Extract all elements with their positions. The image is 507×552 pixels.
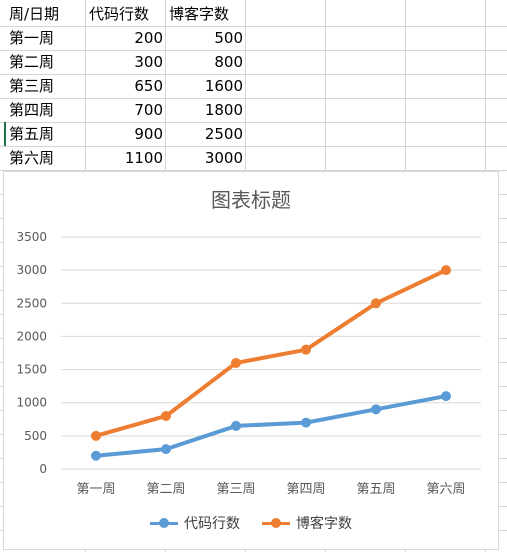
y-tick-label: 3500 (16, 230, 47, 244)
table-cell-blog-words[interactable]: 2500 (204, 125, 243, 143)
row-border (0, 122, 507, 123)
legend-swatch-code-lines (150, 517, 178, 529)
y-tick-label: 3000 (16, 263, 47, 277)
y-tick-label: 500 (24, 429, 47, 443)
row-border (0, 98, 507, 99)
x-tick-label: 第三周 (216, 482, 255, 497)
row-border (0, 74, 507, 75)
y-tick-label: 1000 (16, 396, 47, 410)
data-point (371, 298, 381, 309)
legend-item-code-lines[interactable]: 代码行数 (150, 513, 240, 533)
header-cell-code-lines[interactable]: 代码行数 (89, 5, 150, 23)
table-cell-week[interactable]: 第一周 (9, 29, 55, 47)
table-cell-code-lines[interactable]: 900 (134, 125, 163, 143)
table-cell-code-lines[interactable]: 1100 (124, 149, 163, 167)
table-cell-week[interactable]: 第三周 (9, 77, 55, 95)
series-line-1 (94, 268, 448, 438)
y-tick-label: 2500 (16, 296, 47, 310)
x-tick-label: 第六周 (426, 482, 465, 497)
y-tick-label: 1500 (16, 363, 47, 377)
data-point (91, 430, 101, 441)
chart-legend[interactable]: 代码行数 博客字数 (4, 513, 498, 533)
legend-item-blog-words[interactable]: 博客字数 (262, 513, 352, 533)
row-border (0, 170, 507, 171)
header-cell-blog-words[interactable]: 博客字数 (169, 5, 230, 23)
line-chart[interactable]: 0 500 1000 1500 2000 2500 3000 3500 第一周 第二周 第三周 第四周… (3, 171, 499, 550)
data-point (441, 265, 451, 276)
table-cell-week[interactable]: 第二周 (9, 53, 55, 71)
data-point (231, 420, 241, 431)
series-line-0 (94, 394, 448, 458)
table-cell-code-lines[interactable]: 700 (134, 101, 163, 119)
data-point (91, 450, 101, 461)
data-point (161, 410, 171, 421)
y-tick-label: 2000 (16, 329, 47, 343)
data-point (231, 357, 241, 368)
table-cell-code-lines[interactable]: 650 (134, 77, 163, 95)
y-tick-label: 0 (39, 462, 47, 476)
x-tick-label: 第四周 (286, 482, 325, 497)
x-tick-label: 第五周 (356, 482, 395, 497)
row-border (0, 146, 507, 147)
table-cell-blog-words[interactable]: 1800 (204, 101, 243, 119)
row-border (0, 26, 507, 27)
data-point (301, 417, 311, 428)
legend-label-code-lines: 代码行数 (184, 516, 240, 532)
data-point (441, 391, 451, 402)
table-cell-blog-words[interactable]: 1600 (204, 77, 243, 95)
table-cell-week[interactable]: 第四周 (9, 101, 55, 119)
header-cell-week[interactable]: 周/日期 (9, 5, 60, 23)
chart-title[interactable]: 图表标题 (211, 188, 291, 212)
table-cell-week[interactable]: 第五周 (9, 125, 55, 143)
data-point (371, 404, 381, 415)
table-cell-blog-words[interactable]: 500 (214, 29, 243, 47)
table-cell-week[interactable]: 第六周 (9, 149, 55, 167)
x-tick-label: 第一周 (76, 482, 115, 497)
legend-swatch-blog-words (262, 517, 290, 529)
active-cell-marker (4, 122, 6, 146)
data-point (161, 444, 171, 455)
chart-plot: 0 500 1000 1500 2000 2500 3000 3500 第一周 第二周 第三周 第四周… (16, 230, 481, 497)
x-tick-label: 第二周 (146, 482, 185, 497)
data-point (301, 344, 311, 355)
table-cell-blog-words[interactable]: 3000 (204, 149, 243, 167)
table-cell-code-lines[interactable]: 200 (134, 29, 163, 47)
table-cell-code-lines[interactable]: 300 (134, 53, 163, 71)
legend-dot (271, 518, 281, 528)
legend-label-blog-words: 博客字数 (296, 516, 352, 532)
legend-dot (159, 518, 169, 528)
row-border (0, 50, 507, 51)
table-cell-blog-words[interactable]: 800 (214, 53, 243, 71)
